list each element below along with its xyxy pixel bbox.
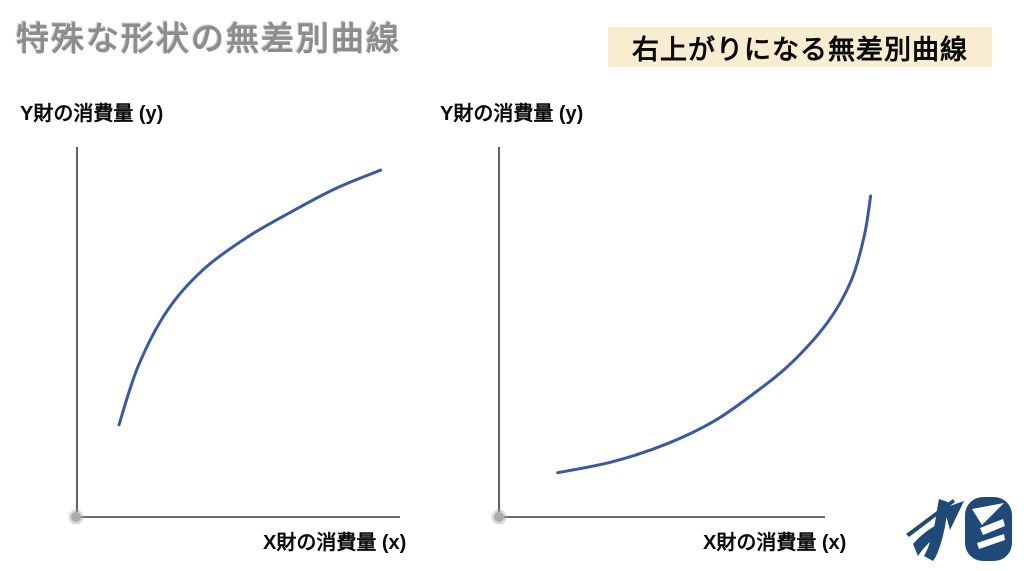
- left-indifference-curve: [117, 168, 383, 427]
- site-logo: [906, 497, 1012, 561]
- right-indifference-curve: [556, 194, 873, 475]
- logo-right-glyph: [965, 497, 1012, 561]
- left-chart-y-axis-label: Y財の消費量 (y): [20, 103, 164, 125]
- right-chart-y-axis-label: Y財の消費量 (y): [440, 103, 584, 125]
- left-chart-plot: [68, 147, 400, 525]
- left-chart-x-axis-label: X財の消費量 (x): [263, 532, 407, 554]
- right-chart-plot: [491, 147, 873, 525]
- slide-title: 特殊な形状の無差別曲線: [16, 20, 401, 57]
- right-chart-x-axis-label: X財の消費量 (x): [703, 532, 847, 554]
- topic-banner-label: 右上がりになる無差別曲線: [632, 34, 968, 65]
- logo-left-glyph: [906, 499, 964, 561]
- topic-banner: 右上がりになる無差別曲線: [608, 27, 992, 67]
